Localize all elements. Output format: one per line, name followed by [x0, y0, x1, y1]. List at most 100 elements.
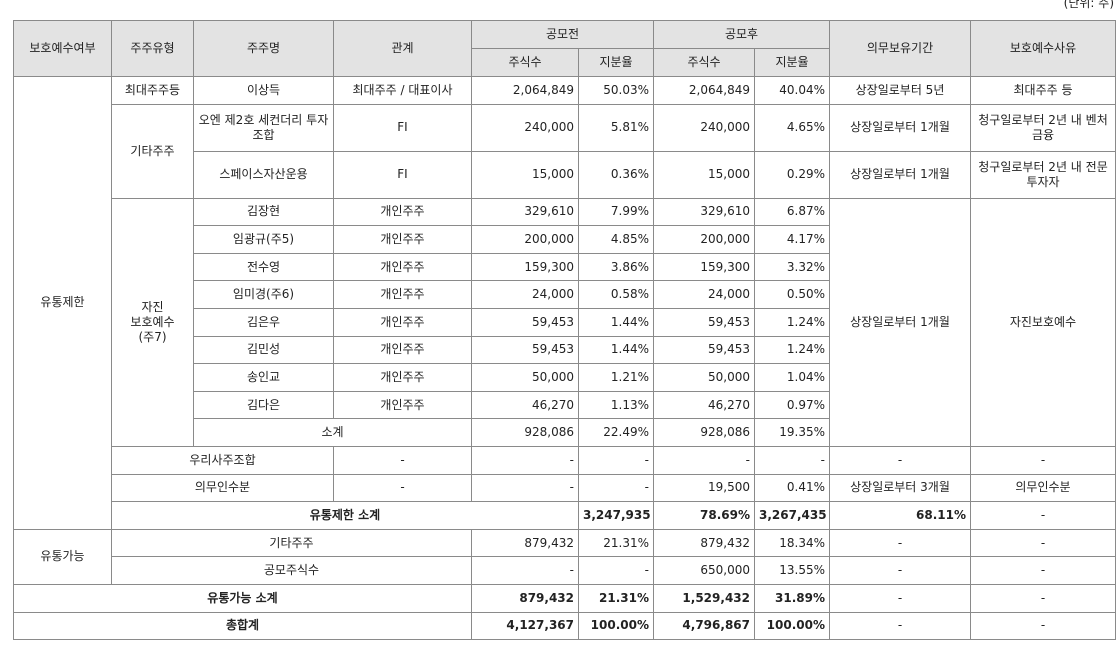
post-ratio: 3.32% [754, 252, 830, 282]
pre-shares: 2,064,849 [471, 76, 579, 105]
holder-type: 공모주식수 [111, 556, 472, 585]
header-holder-name: 주주명 [193, 20, 334, 77]
pre-shares: 15,000 [471, 150, 579, 199]
post-ratio: 13.55% [754, 556, 830, 585]
header-post-ratio: 지분율 [754, 48, 830, 77]
pre-ratio: 3.86% [578, 252, 654, 282]
post-shares: 59,453 [653, 307, 755, 337]
table-row-voluntary-7: 송인교 개인주주 50,000 1.21% 50,000 1.04% [14, 363, 1116, 392]
lockup-reason: - [970, 583, 1116, 613]
tradable-label: 유통가능 [13, 528, 112, 585]
pre-ratio: 1.44% [578, 335, 654, 365]
lockup-reason: 청구일로부터 2년 내 벤처금융 [970, 103, 1116, 152]
relation: FI [333, 150, 472, 199]
post-ratio: 1.24% [754, 335, 830, 365]
post-shares: 3,267,435 [754, 501, 830, 530]
lockup-reason: 최대주주 등 [970, 76, 1116, 105]
shareholder-lockup-table: 보호예수여부 주주유형 주주명 관계 공모전 공모후 의무보유기간 보호예수사유… [13, 20, 1116, 641]
post-ratio: 1.24% [754, 307, 830, 337]
holder-type: 최대주주등 [111, 76, 194, 105]
post-ratio: 19.35% [754, 418, 830, 447]
header-row-1: 보호예수여부 주주유형 주주명 관계 공모전 공모후 의무보유기간 보호예수사유 [13, 20, 1116, 77]
post-ratio: 40.04% [754, 76, 830, 105]
relation: 개인주주 [333, 252, 472, 282]
holder-name: 김민성 [193, 335, 334, 365]
holder-name: 오엔 제2호 세컨더리 투자조합 [193, 103, 334, 152]
pre-shares: - [471, 445, 579, 475]
holder-type: 기타주주 [111, 528, 472, 558]
pre-shares: 50,000 [471, 363, 579, 392]
subtotal-label: 유통제한 소계 [111, 501, 579, 530]
pre-ratio: - [578, 556, 654, 585]
header-lockup-status: 보호예수여부 [13, 20, 112, 77]
post-shares: 159,300 [653, 252, 755, 282]
pre-ratio: 4.85% [578, 225, 654, 254]
pre-ratio: 7.99% [578, 197, 654, 227]
unit-note: (단위: 주) [1063, 0, 1114, 10]
header-post-ipo: 공모후 [653, 20, 830, 49]
header-post-shares: 주식수 [653, 48, 755, 77]
pre-shares: - [471, 556, 579, 585]
holder-name: 김은우 [193, 307, 334, 337]
post-ratio: 0.41% [754, 473, 830, 503]
holder-type: 우리사주조합 [111, 445, 334, 475]
relation: - [333, 445, 472, 475]
holder-name: 임광규(주5) [193, 225, 334, 254]
table-row-tradable-subtotal: 유통가능 소계 879,432 21.31% 1,529,432 31.89% … [13, 583, 1116, 613]
pre-shares: 59,453 [471, 335, 579, 365]
holder-name: 송인교 [193, 363, 334, 392]
pre-ratio: 0.36% [578, 150, 654, 199]
lockup-reason: - [970, 556, 1116, 585]
subtotal-label: 소계 [193, 418, 472, 447]
lockup-period: 상장일로부터 1개월 [829, 103, 971, 152]
pre-shares: 46,270 [471, 390, 579, 420]
header-pre-ratio: 지분율 [578, 48, 654, 77]
pre-shares: - [471, 473, 579, 503]
header-relation: 관계 [333, 20, 472, 77]
pre-shares: 59,453 [471, 307, 579, 337]
relation: 개인주주 [333, 335, 472, 365]
holder-name: 이상득 [193, 76, 334, 105]
lockup-period: 상장일로부터 3개월 [829, 473, 971, 503]
holder-name: 김장현 [193, 197, 334, 227]
table-row-other-2: 스페이스자산운용 FI 15,000 0.36% 15,000 0.29% 상장… [14, 150, 1116, 199]
lockup-reason: - [970, 445, 1116, 475]
holder-name: 임미경(주6) [193, 280, 334, 309]
pre-shares: 4,127,367 [471, 611, 579, 641]
table-row-tradable-1: 유통가능 기타주주 879,432 21.31% 879,432 18.34% … [13, 528, 1116, 585]
header-pre-shares: 주식수 [471, 48, 579, 77]
table-row-tradable-2: 공모주식수 - - 650,000 13.55% - - [14, 556, 1116, 585]
pre-shares: 928,086 [471, 418, 579, 447]
post-ratio: 0.50% [754, 280, 830, 309]
post-shares: 4,796,867 [653, 611, 755, 641]
lockup-period: - [829, 528, 971, 558]
post-ratio: 68.11% [829, 501, 971, 530]
lockup-reason: 청구일로부터 2년 내 전문투자자 [970, 150, 1116, 199]
post-ratio: 6.87% [754, 197, 830, 227]
pre-shares: 329,610 [471, 197, 579, 227]
lockup-period: 상장일로부터 1개월 [829, 197, 971, 447]
post-shares: 19,500 [653, 473, 755, 503]
pre-ratio: 5.81% [578, 103, 654, 152]
pre-ratio: 100.00% [578, 611, 654, 641]
table-row-underwriter: 의무인수분 - - - 19,500 0.41% 상장일로부터 3개월 의무인수… [14, 473, 1116, 503]
post-shares: 1,529,432 [653, 583, 755, 613]
post-shares: 24,000 [653, 280, 755, 309]
table-row-restricted-subtotal: 유통제한 소계 3,247,935 78.69% 3,267,435 68.11… [14, 501, 1116, 530]
lockup-reason: - [970, 611, 1116, 641]
relation: 개인주주 [333, 197, 472, 227]
lockup-period: - [829, 611, 971, 641]
pre-shares: 159,300 [471, 252, 579, 282]
holder-name: 전수영 [193, 252, 334, 282]
post-shares: - [653, 445, 755, 475]
post-shares: 15,000 [653, 150, 755, 199]
pre-shares: 879,432 [471, 583, 579, 613]
pre-shares: 24,000 [471, 280, 579, 309]
post-shares: 240,000 [653, 103, 755, 152]
table-row-voluntary-8: 김다은 개인주주 46,270 1.13% 46,270 0.97% [14, 390, 1116, 420]
post-shares: 59,453 [653, 335, 755, 365]
pre-shares: 3,247,935 [578, 501, 654, 530]
post-ratio: 18.34% [754, 528, 830, 558]
pre-ratio: 21.31% [578, 583, 654, 613]
holder-type: 기타주주 [111, 103, 194, 199]
